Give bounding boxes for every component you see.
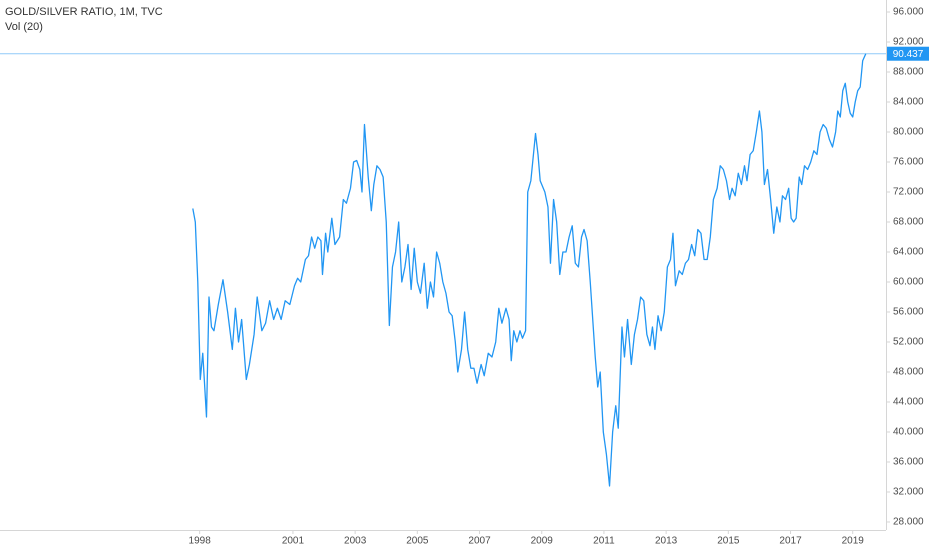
price-line [192,53,867,487]
y-tick-label: 36.000 [893,457,924,468]
y-tick-label: 56.000 [893,307,924,318]
x-tick-label: 2011 [593,536,615,547]
y-tick-label: 64.000 [893,247,924,258]
last-price-label: 90.437 [893,49,924,60]
y-tick-label: 92.000 [893,37,924,48]
x-tick-label: 1998 [189,536,212,547]
x-tick-label: 2005 [406,536,429,547]
y-tick-label: 32.000 [893,487,924,498]
y-tick-label: 48.000 [893,367,924,378]
y-tick-label: 40.000 [893,427,924,438]
x-tick-label: 2009 [531,536,554,547]
x-tick-label: 2003 [344,536,367,547]
y-tick-label: 84.000 [893,97,924,108]
y-tick-label: 88.000 [893,67,924,78]
x-tick-label: 2001 [282,536,305,547]
last-price-box [887,46,929,61]
x-tick-label: 2015 [717,536,740,547]
x-tick-label: 2013 [655,536,678,547]
y-tick-label: 52.000 [893,337,924,348]
y-tick-label: 44.000 [893,397,924,408]
y-tick-label: 28.000 [893,517,924,528]
y-tick-label: 68.000 [893,217,924,228]
y-tick-label: 60.000 [893,277,924,288]
x-tick-label: 2007 [468,536,491,547]
y-tick-label: 96.000 [893,7,924,18]
y-tick-label: 76.000 [893,157,924,168]
x-tick-label: 2019 [842,536,865,547]
indicator-label: Vol (20) [5,21,43,33]
y-tick-label: 72.000 [893,187,924,198]
chart-title: GOLD/SILVER RATIO, 1M, TVC [5,6,163,18]
x-tick-label: 2017 [779,536,802,547]
y-tick-label: 80.000 [893,127,924,138]
